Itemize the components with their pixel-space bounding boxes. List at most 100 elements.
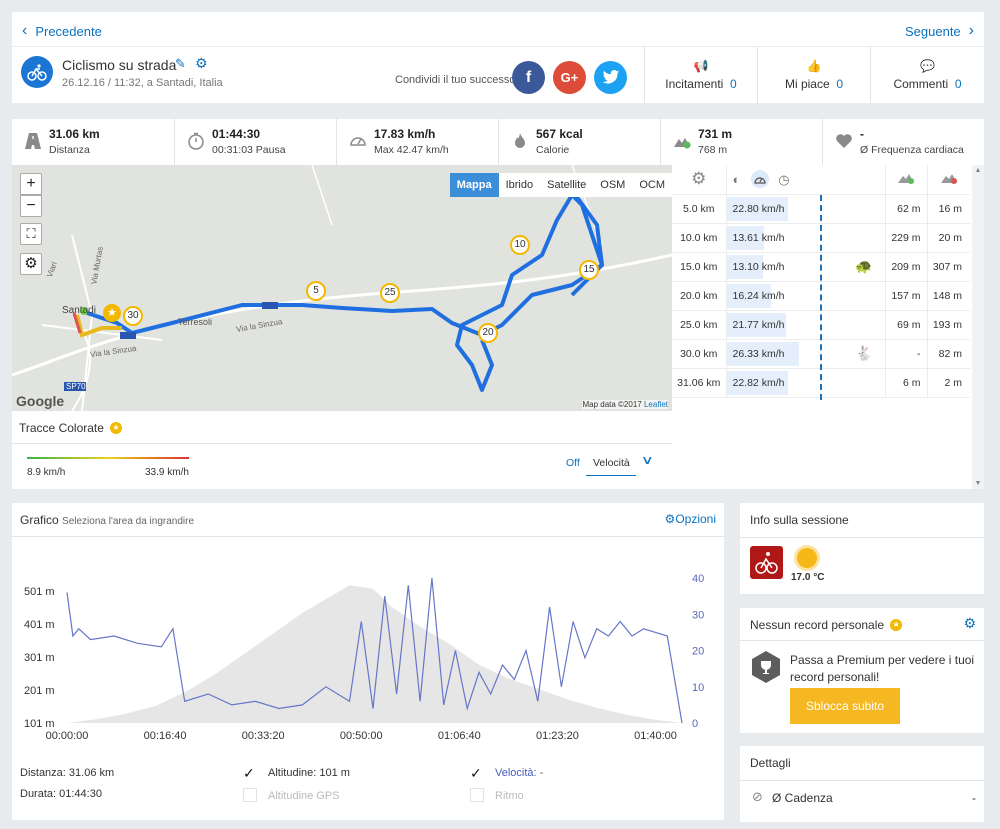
temperature: 17.0 °C bbox=[791, 572, 825, 583]
zoom-in-button[interactable]: + bbox=[20, 173, 42, 195]
google-plus-share-button[interactable]: G+ bbox=[553, 61, 586, 94]
edit-pencil-icon[interactable]: ✎ bbox=[175, 56, 186, 71]
scroll-up-arrow-icon[interactable]: ▲ bbox=[974, 167, 982, 174]
unlock-now-button[interactable]: Sblocca subito bbox=[790, 688, 900, 724]
comments-button[interactable]: 💬 Commenti 0 bbox=[870, 47, 984, 103]
split-speed-bar bbox=[726, 225, 764, 250]
stat-distance: 31.06 km Distanza bbox=[12, 119, 174, 165]
route-map[interactable]: + − ⛶ ⚙ Mappa Ibrido Satellite OSM OCM S… bbox=[12, 165, 672, 411]
split-descent: 16 m bbox=[927, 194, 970, 224]
next-link[interactable]: Seguente › bbox=[905, 22, 974, 39]
twitter-share-button[interactable] bbox=[594, 61, 627, 94]
split-row: 30.0 km 26.33 km/h 🐇 -82 m bbox=[672, 339, 970, 369]
km-marker[interactable]: 30 bbox=[123, 306, 143, 326]
split-speed: 13.61 km/h bbox=[732, 231, 785, 244]
scroll-down-arrow-icon[interactable]: ▼ bbox=[974, 480, 982, 487]
settings-gear-icon[interactable]: ⚙ bbox=[691, 169, 707, 189]
km-marker[interactable]: 25 bbox=[380, 283, 400, 303]
tracks-off-option[interactable]: Off bbox=[566, 457, 580, 469]
split-speed-bar bbox=[726, 254, 763, 279]
speed-checkbox[interactable]: ✓ bbox=[470, 765, 482, 781]
fullscreen-icon[interactable]: ⛶ bbox=[20, 223, 42, 245]
split-row: 15.0 km 13.10 km/h 🐢 209 m 307 m bbox=[672, 252, 970, 282]
altitude-area bbox=[67, 585, 682, 723]
speedometer-tab-icon[interactable] bbox=[751, 170, 770, 189]
splits-header-row: ⚙ ◐ ◷ bbox=[672, 165, 970, 195]
star-marker-icon[interactable]: ★ bbox=[103, 304, 121, 322]
facebook-share-button[interactable]: f bbox=[512, 61, 545, 94]
thumbs-up-icon: 👍 bbox=[806, 59, 822, 73]
y-right-tick: 30 bbox=[692, 609, 704, 621]
stopwatch-tab-icon[interactable]: ◷ bbox=[778, 172, 790, 188]
gear-icon[interactable]: ⚙ bbox=[963, 615, 976, 631]
x-tick: 01:40:00 bbox=[634, 730, 677, 742]
km-marker[interactable]: 5 bbox=[306, 281, 326, 301]
altitude-checkbox[interactable]: ✓ bbox=[243, 765, 255, 781]
record-text: Passa a Premium per vedere i tuoi record… bbox=[790, 653, 975, 684]
chevron-left-icon: ‹ bbox=[22, 22, 28, 39]
leaflet-link[interactable]: Leaflet bbox=[643, 400, 668, 409]
tracce-title: Tracce Colorate ★ bbox=[19, 421, 122, 435]
tab-osm[interactable]: OSM bbox=[600, 179, 626, 191]
details-panel: Dettagli ⊘ Ø Cadenza - bbox=[740, 746, 984, 822]
cheers-button[interactable]: 📢 Incitamenti 0 bbox=[644, 47, 757, 103]
zoom-out-button[interactable]: − bbox=[20, 195, 42, 217]
graph-options-button[interactable]: ⚙Opzioni bbox=[664, 512, 716, 526]
map-label-town: Santadi bbox=[62, 305, 96, 316]
speedometer-icon bbox=[350, 137, 366, 146]
altitude-label: Altitudine: 101 m bbox=[268, 767, 350, 779]
stat-duration: 01:44:30 00:31:03 Pausa bbox=[174, 119, 336, 165]
graph-title: Grafico Seleziona l'area da ingrandire bbox=[20, 513, 195, 527]
previous-link[interactable]: ‹ Precedente bbox=[22, 22, 102, 39]
tab-mappa[interactable]: Mappa bbox=[449, 173, 499, 197]
megaphone-icon: 📢 bbox=[693, 59, 709, 73]
split-row: 20.0 km 16.24 km/h 157 m 148 m bbox=[672, 281, 970, 311]
rabbit-icon: 🐇 bbox=[843, 339, 886, 369]
tracks-mode-select[interactable]: Velocità bbox=[586, 451, 636, 476]
cycling-icon bbox=[21, 56, 53, 88]
split-ascent: 157 m bbox=[885, 281, 928, 311]
tab-ocm[interactable]: OCM bbox=[639, 179, 665, 191]
map-label-sp70: SP70 bbox=[66, 382, 86, 391]
tab-ibrido[interactable]: Ibrido bbox=[505, 179, 534, 191]
split-speed-cell: 13.61 km/h bbox=[726, 223, 843, 253]
altitude-gps-checkbox[interactable] bbox=[243, 788, 257, 802]
split-speed-cell: 22.82 km/h bbox=[726, 368, 843, 398]
split-ascent: 69 m bbox=[885, 310, 928, 340]
km-marker[interactable]: 15 bbox=[579, 260, 599, 280]
y-left-tick: 501 m bbox=[24, 586, 55, 598]
trophy-icon bbox=[752, 651, 780, 683]
like-button[interactable]: 👍 Mi piace 0 bbox=[757, 47, 870, 103]
cadence-label: Ø Cadenza bbox=[772, 791, 833, 805]
heart-icon bbox=[836, 134, 852, 148]
split-descent: 193 m bbox=[927, 310, 970, 340]
pace-half-circle-icon[interactable]: ◐ bbox=[732, 172, 741, 188]
km-marker[interactable]: 20 bbox=[478, 323, 498, 343]
km-marker[interactable]: 10 bbox=[510, 235, 530, 255]
turtle-icon: 🐢 bbox=[843, 252, 886, 282]
chevron-right-icon: › bbox=[968, 22, 974, 39]
y-left-tick: 301 m bbox=[24, 652, 55, 664]
x-tick: 00:33:20 bbox=[242, 730, 285, 742]
y-left-tick: 401 m bbox=[24, 619, 55, 631]
map-label-place: Terresoli bbox=[178, 317, 213, 327]
premium-star-icon: ★ bbox=[109, 422, 122, 434]
split-distance: 25.0 km bbox=[672, 310, 727, 340]
gear-icon[interactable]: ⚙ bbox=[195, 55, 208, 71]
chevron-down-icon[interactable]: ∨ bbox=[640, 453, 654, 467]
map-settings-gear-icon[interactable]: ⚙ bbox=[20, 253, 42, 275]
tab-satellite[interactable]: Satellite bbox=[547, 179, 587, 191]
app-icon bbox=[750, 546, 783, 579]
graph-panel: Grafico Seleziona l'area da ingrandire ⚙… bbox=[12, 503, 724, 820]
session-info-panel: Info sulla sessione 17.0 °C bbox=[740, 503, 984, 594]
record-title: Nessun record personale ★ bbox=[750, 618, 903, 632]
map-attribution: Map data ©2017 Leaflet bbox=[582, 400, 668, 409]
pace-checkbox[interactable] bbox=[470, 788, 484, 802]
road-icon bbox=[25, 133, 41, 149]
split-icon-empty bbox=[843, 368, 886, 398]
splits-scrollbar[interactable]: ▲ ▼ bbox=[972, 165, 984, 489]
altitude-speed-chart[interactable]: 501 m 401 m 301 m 201 m 101 m 40 30 20 10 0 00:00:… bbox=[12, 563, 724, 803]
personal-record-panel: Nessun record personale ★ ⚙ Passa a Prem… bbox=[740, 608, 984, 733]
split-descent: 307 m bbox=[927, 252, 970, 282]
